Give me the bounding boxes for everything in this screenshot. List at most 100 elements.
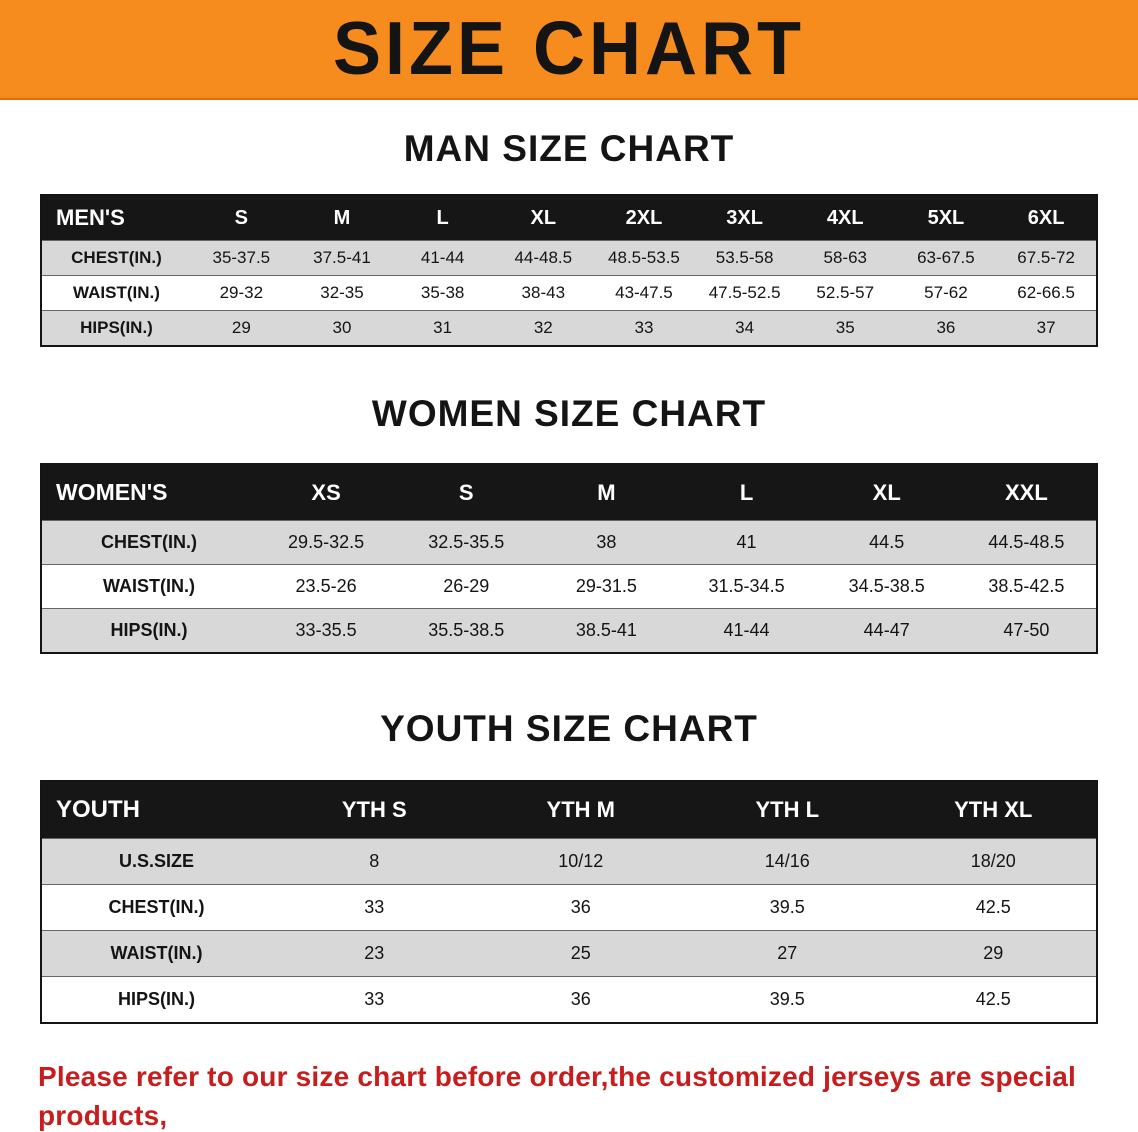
row-label: WAIST(IN.) (103, 576, 195, 596)
mens-size-table: MEN'S S M L XL 2XL 3XL 4XL 5XL 6XL CHEST(IN.) 35-37… (40, 194, 1098, 347)
mens-table-host: MEN'S S M L XL 2XL 3XL 4XL 5XL 6XL CHEST(IN.) 35-37… (40, 194, 1098, 347)
size-value-cell: 53.5-58 (715, 248, 774, 267)
table-header-row: WOMEN'S XS S M L XL XXL (41, 464, 1097, 521)
size-value-cell: 41-44 (723, 620, 770, 640)
size-value-cell: 38.5-42.5 (988, 576, 1065, 596)
size-value-cell: 62-66.5 (1017, 283, 1075, 302)
size-value-cell: 43-47.5 (615, 283, 673, 302)
size-value-cell: 30 (332, 318, 352, 337)
table-row: CHEST(IN.) 29.5-32.5 32.5-35.5 38 41 44.5 44.5… (41, 520, 1097, 565)
disclaimer: Please refer to our size chart before or… (0, 1058, 1138, 1132)
youth-size-table: YOUTH YTH S YTH M YTH L YTH XL U.S.SIZE 8 10/12… (40, 780, 1098, 1024)
table-header-row: MEN'S S M L XL 2XL 3XL 4XL 5XL 6XL (41, 195, 1097, 241)
size-value-cell: 10/12 (558, 851, 604, 871)
mens-section: MAN SIZE CHART MEN'S S M L XL 2XL 3XL 4XL 5XL 6XL… (0, 128, 1138, 347)
size-value-cell: 29 (231, 318, 251, 337)
row-label: U.S.SIZE (118, 851, 194, 871)
disclaimer-line-1: Please refer to our size chart before or… (38, 1061, 1077, 1131)
size-value-cell: 29.5-32.5 (288, 532, 365, 552)
size-value-cell: 8 (369, 851, 380, 871)
size-column-header: YTH XL (890, 781, 1097, 839)
size-value-cell: 23 (364, 943, 385, 963)
size-column-header: XL (816, 464, 957, 521)
size-column-header: YTH L (684, 781, 891, 839)
size-column-header: YTH S (271, 781, 478, 839)
size-value-cell: 42.5 (975, 897, 1011, 917)
size-value-cell: 63-67.5 (917, 248, 975, 267)
table-corner-label: MEN'S (41, 195, 191, 241)
size-value-cell: 44-47 (863, 620, 910, 640)
size-value-cell: 29-32 (219, 283, 264, 302)
size-column-header: M (536, 464, 677, 521)
size-value-cell: 27 (777, 943, 798, 963)
page-title: SIZE CHART (333, 7, 805, 92)
size-value-cell: 35-37.5 (212, 248, 271, 267)
size-column-header: 4XL (794, 195, 896, 241)
size-value-cell: 38-43 (521, 283, 566, 302)
size-value-cell: 33-35.5 (295, 620, 357, 640)
size-column-header: 2XL (593, 195, 695, 241)
size-value-cell: 39.5 (769, 989, 805, 1009)
size-value-cell: 42.5 (975, 989, 1011, 1009)
table-corner-label: WOMEN'S (41, 464, 256, 521)
size-value-cell: 18/20 (970, 851, 1016, 871)
size-value-cell: 34.5-38.5 (848, 576, 925, 596)
size-column-header: S (191, 195, 292, 241)
size-column-header: XL (492, 195, 594, 241)
size-value-cell: 14/16 (764, 851, 810, 871)
size-column-header: S (396, 464, 537, 521)
table-row: HIPS(IN.) 29 30 31 32 33 34 35 36 37 (41, 310, 1097, 346)
size-value-cell: 29 (983, 943, 1004, 963)
womens-section: WOMEN SIZE CHART WOMEN'S XS S M L XL XXL CHEST(… (0, 393, 1138, 654)
size-value-cell: 67.5-72 (1017, 248, 1075, 267)
youth-section: YOUTH SIZE CHART YOUTH YTH S YTH M YTH L YTH… (0, 708, 1138, 1024)
table-corner-label: YOUTH (41, 781, 271, 839)
size-value-cell: 32 (533, 318, 553, 337)
womens-table-host: WOMEN'S XS S M L XL XXL CHEST(IN.) 29.5-32.5 32.5… (40, 463, 1098, 654)
row-label: CHEST(IN.) (108, 897, 205, 917)
row-label: HIPS(IN.) (80, 318, 153, 337)
size-column-header: XS (256, 464, 397, 521)
size-value-cell: 47.5-52.5 (708, 283, 781, 302)
size-value-cell: 35.5-38.5 (428, 620, 505, 640)
size-value-cell: 36 (936, 318, 956, 337)
size-value-cell: 29-31.5 (575, 576, 637, 596)
size-value-cell: 37 (1036, 318, 1056, 337)
size-value-cell: 37.5-41 (313, 248, 371, 267)
size-value-cell: 38.5-41 (575, 620, 637, 640)
size-value-cell: 26-29 (443, 576, 490, 596)
row-label: WAIST(IN.) (73, 283, 160, 302)
size-column-header: 3XL (694, 195, 795, 241)
table-row: WAIST(IN.) 23 25 27 29 (41, 930, 1097, 977)
size-column-header: M (291, 195, 393, 241)
size-value-cell: 44.5 (869, 532, 905, 552)
size-value-cell: 39.5 (769, 897, 805, 917)
table-row: U.S.SIZE 8 10/12 14/16 18/20 (41, 838, 1097, 885)
size-value-cell: 31.5-34.5 (708, 576, 785, 596)
mens-section-heading: MAN SIZE CHART (403, 128, 735, 169)
size-column-header: L (392, 195, 493, 241)
youth-table-host: YOUTH YTH S YTH M YTH L YTH XL U.S.SIZE 8 10/12… (40, 780, 1098, 1024)
size-value-cell: 52.5-57 (816, 283, 875, 302)
table-row: CHEST(IN.) 33 36 39.5 42.5 (41, 884, 1097, 931)
size-value-cell: 23.5-26 (295, 576, 357, 596)
size-value-cell: 33 (634, 318, 654, 337)
size-value-cell: 57-62 (924, 283, 968, 302)
size-value-cell: 44.5-48.5 (988, 532, 1065, 552)
youth-section-heading: YOUTH SIZE CHART (380, 708, 758, 749)
size-value-cell: 41 (736, 532, 757, 552)
row-label: CHEST(IN.) (71, 248, 162, 267)
size-value-cell: 25 (570, 943, 591, 963)
size-column-header: L (676, 464, 817, 521)
banner: SIZE CHART (0, 0, 1138, 100)
size-value-cell: 58-63 (823, 248, 867, 267)
size-value-cell: 32.5-35.5 (428, 532, 505, 552)
size-value-cell: 35 (835, 318, 855, 337)
row-label: HIPS(IN.) (110, 620, 188, 640)
size-value-cell: 36 (570, 897, 591, 917)
table-row: HIPS(IN.) 33-35.5 35.5-38.5 38.5-41 41-44 44-… (41, 608, 1097, 653)
size-value-cell: 36 (570, 989, 591, 1009)
size-value-cell: 44-48.5 (514, 248, 573, 267)
row-label: CHEST(IN.) (101, 532, 197, 552)
size-value-cell: 31 (433, 318, 453, 337)
